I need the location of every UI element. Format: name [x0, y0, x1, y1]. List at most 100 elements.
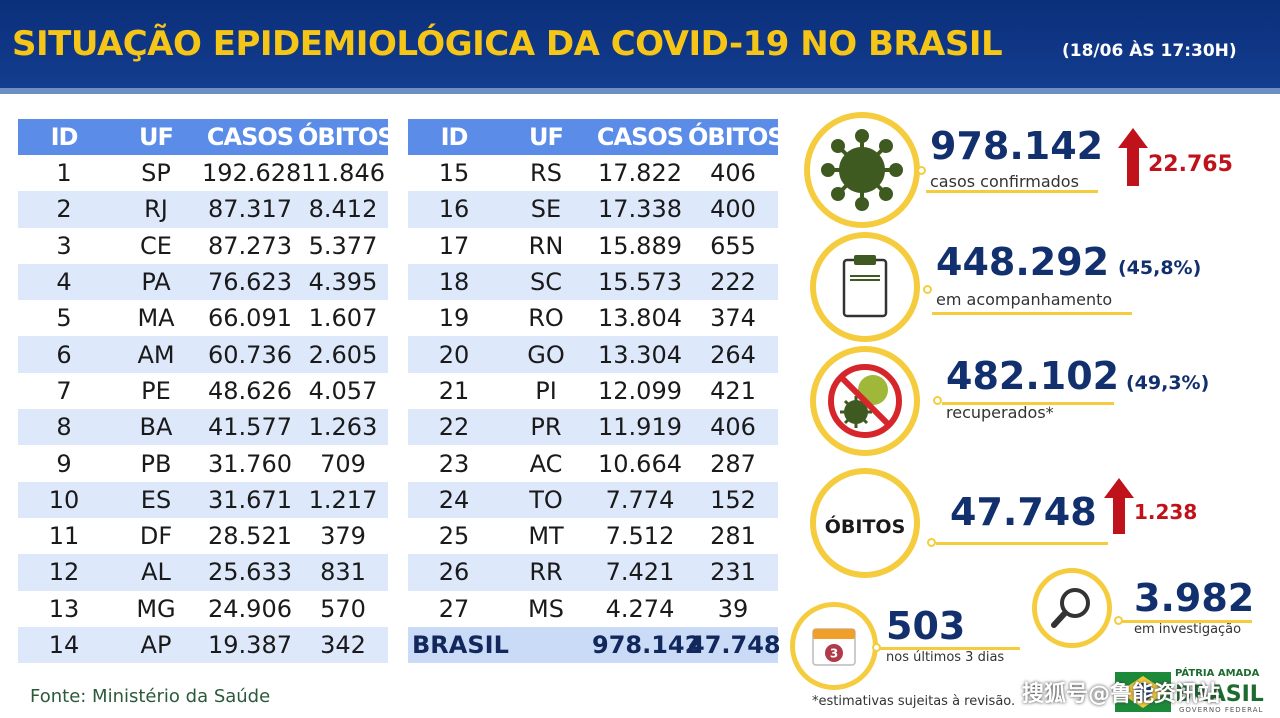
deaths-circle: ÓBITOS [810, 468, 920, 578]
confirmed-circle [804, 112, 920, 228]
cell-uf: RO [528, 304, 564, 333]
cell-casos: 13.304 [592, 336, 688, 373]
table-row: 18 SC 15.573 222 [408, 263, 778, 301]
total-row: BRASIL 978.142 47.748 [408, 626, 781, 664]
magnifier-icon [1051, 588, 1090, 628]
cell-obitos: 1.217 [298, 481, 388, 518]
cell-casos: 31.671 [202, 481, 298, 518]
connector-line [1122, 620, 1252, 623]
cell-obitos: 5.377 [308, 231, 378, 260]
cell-id: 6 [18, 336, 110, 373]
cell-casos: 31.760 [208, 449, 292, 478]
recovered-circle [810, 346, 920, 456]
table-header-row: ID UF CASOS ÓBITOS [18, 119, 395, 155]
col-header-casos: CASOS [592, 119, 688, 155]
table-row: 11 DF 28.521 379 [18, 518, 388, 554]
uf-table-right: ID UF CASOS ÓBITOS 15 RS 17.822 406 16 SE 17.3… [408, 119, 785, 664]
table-row: 26 RR 7.421 231 [408, 554, 778, 591]
cell-obitos: 655 [710, 231, 756, 260]
last3-label: nos últimos 3 dias [886, 650, 1005, 665]
investigation-value: 3.982 [1134, 576, 1255, 620]
table-row: 9 PB 31.760 709 [18, 445, 388, 481]
deaths-delta: 1.238 [1134, 500, 1198, 524]
source-text: Fonte: Ministério da Saúde [30, 686, 271, 707]
cell-id: 12 [18, 554, 110, 591]
cell-casos: 192.628 [202, 159, 302, 188]
table-header-row: ID UF CASOS ÓBITOS [408, 119, 785, 155]
cell-obitos: 421 [710, 376, 756, 405]
table-row: 6 AM 60.736 2.605 [18, 336, 388, 373]
cell-uf: MT [528, 522, 564, 551]
cell-casos: 66.091 [208, 304, 292, 333]
cell-id: 18 [408, 263, 500, 301]
table-row: 20 GO 13.304 264 [408, 336, 778, 373]
table-row: 16 SE 17.338 400 [408, 191, 778, 228]
cell-casos: 24.906 [208, 594, 292, 623]
cell-id: 16 [408, 191, 500, 228]
col-header-casos: CASOS [202, 119, 298, 155]
connector-line [942, 402, 1114, 405]
table-row: 5 MA 66.091 1.607 [18, 300, 388, 336]
page-title: SITUAÇÃO EPIDEMIOLÓGICA DA COVID-19 NO B… [12, 24, 1003, 64]
last3-value: 503 [886, 604, 966, 648]
cell-id: 25 [438, 522, 470, 551]
cell-obitos: 4.057 [308, 376, 378, 405]
gov-logo: PÁTRIA AMADA BRASIL GOVERNO FEDERAL [1115, 668, 1275, 714]
cell-obitos: 374 [710, 304, 756, 333]
cell-uf: PR [500, 409, 592, 446]
table-row: 12 AL 25.633 831 [18, 554, 388, 591]
cell-id: 15 [438, 159, 470, 188]
connector-line [932, 312, 1132, 315]
cell-obitos: 400 [688, 191, 778, 228]
cell-obitos: 406 [710, 159, 756, 188]
table-row: 24 TO 7.774 152 [408, 481, 778, 518]
table-row: 13 MG 24.906 570 [18, 591, 388, 627]
cell-id: 20 [408, 336, 500, 373]
up-arrow-icon [1118, 128, 1148, 186]
cell-obitos: 231 [688, 554, 778, 591]
table-row: 8 BA 41.577 1.263 [18, 409, 388, 446]
cell-uf: RJ [110, 191, 202, 228]
cell-id: 10 [18, 481, 110, 518]
cell-casos: 87.317 [202, 191, 298, 228]
cell-uf: RR [500, 554, 592, 591]
cell-casos: 7.512 [605, 522, 675, 551]
calendar-number: 3 [830, 647, 838, 661]
connector-dot [927, 538, 936, 547]
total-obitos: 47.748 [688, 626, 781, 664]
confirmed-value: 978.142 [930, 124, 1104, 168]
cell-casos: 10.664 [598, 449, 682, 478]
cell-id: 8 [18, 409, 110, 446]
cell-obitos: 342 [298, 626, 388, 664]
col-header-obitos: ÓBITOS [298, 119, 395, 155]
cell-id: 1 [56, 159, 72, 188]
flag-icon [1115, 672, 1171, 712]
cell-casos: 15.889 [598, 231, 682, 260]
cell-obitos: 287 [710, 449, 756, 478]
confirmed-delta: 22.765 [1148, 152, 1233, 177]
cell-uf: SE [500, 191, 592, 228]
cell-id: 27 [438, 594, 470, 623]
cell-casos: 19.387 [202, 626, 298, 664]
confirmed-label: casos confirmados [930, 172, 1079, 191]
recovered-value: 482.102 [946, 354, 1120, 398]
col-header-id: ID [18, 119, 110, 155]
table-row: 1 SP 192.628 11.846 [18, 155, 388, 191]
table-row: 7 PE 48.626 4.057 [18, 373, 388, 409]
cell-casos: 17.822 [598, 159, 682, 188]
cell-uf: AM [110, 336, 202, 373]
total-casos: 978.142 [592, 626, 701, 664]
table-row: 22 PR 11.919 406 [408, 409, 778, 446]
cell-id: 4 [18, 263, 110, 301]
cell-uf: PB [140, 449, 172, 478]
col-header-uf: UF [500, 119, 592, 155]
cell-uf: RS [530, 159, 562, 188]
total-label: BRASIL [408, 626, 592, 664]
cell-id: 24 [408, 481, 500, 518]
cell-id: 19 [438, 304, 470, 333]
cell-casos: 48.626 [208, 376, 292, 405]
cell-id: 5 [56, 304, 72, 333]
cell-obitos: 1.263 [298, 409, 388, 446]
uf-table-left: ID UF CASOS ÓBITOS 1 SP 192.628 11.846 2 RJ 87… [18, 119, 395, 664]
logo-main-text: BRASIL [1175, 682, 1264, 707]
